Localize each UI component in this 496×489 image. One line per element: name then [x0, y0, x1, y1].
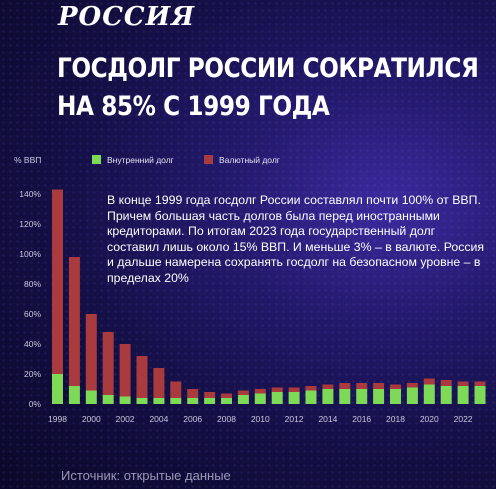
x-tick-label: 2018 [386, 414, 405, 424]
x-tick-label: 2010 [251, 414, 270, 424]
x-tick-label: 2016 [352, 414, 371, 424]
x-tick-label: 2006 [183, 414, 202, 424]
bar-domestic-1998 [52, 374, 63, 404]
legend: Внутренний долг Валютный долг [92, 155, 280, 165]
legend-swatch-foreign [204, 155, 213, 164]
y-tick-label: 80% [24, 279, 41, 289]
legend-label-domestic: Внутренний долг [107, 155, 174, 165]
y-tick-label: 120% [19, 219, 41, 229]
bar-domestic-2022 [457, 386, 469, 404]
x-tick-label: 2000 [82, 414, 101, 424]
y-tick-label: 40% [24, 339, 41, 349]
x-tick-label: 2002 [116, 414, 135, 424]
y-tick-label: 20% [24, 369, 41, 379]
source-note: Источник: открытые данные [61, 468, 231, 483]
bar-domestic-2016 [356, 389, 368, 404]
bar-domestic-2005 [170, 398, 182, 404]
bar-domestic-2006 [187, 398, 199, 404]
bar-foreign-2017 [373, 383, 385, 389]
bar-domestic-2009 [237, 395, 249, 404]
bar-domestic-2003 [136, 398, 148, 404]
bar-foreign-2003 [136, 356, 148, 398]
bar-foreign-2004 [153, 368, 165, 398]
bar-foreign-2019 [406, 383, 418, 388]
bar-foreign-1998 [52, 189, 63, 374]
bar-domestic-2013 [305, 390, 317, 404]
bar-domestic-2018 [390, 389, 401, 404]
bar-foreign-2021 [440, 380, 452, 386]
bar-domestic-2008 [221, 398, 232, 404]
x-tick-label: 2022 [454, 414, 473, 424]
bar-foreign-2022 [457, 381, 469, 386]
headline: ГОСДОЛГ РОССИИ СОКРАТИЛСЯ НА 85% С 1999 … [57, 50, 479, 126]
bar-foreign-2013 [305, 386, 317, 391]
bar-domestic-2007 [204, 398, 216, 404]
bar-domestic-2000 [85, 390, 97, 404]
bar-foreign-2001 [102, 332, 114, 395]
annotation-text: В конце 1999 года госдолг России составл… [107, 193, 485, 285]
y-tick-label: 0% [29, 399, 42, 409]
y-tick-label: 100% [19, 249, 41, 259]
bar-domestic-2023 [474, 386, 486, 404]
y-axis: 0% 20% 40% 60% 80% 100% 120% 140% [19, 189, 41, 409]
bar-foreign-2009 [237, 390, 249, 395]
bar-domestic-2019 [406, 387, 418, 404]
bar-foreign-2018 [390, 384, 401, 389]
x-tick-label: 2020 [420, 414, 439, 424]
bar-foreign-2008 [221, 393, 232, 398]
bar-foreign-2005 [170, 381, 182, 398]
bar-foreign-2015 [339, 383, 351, 389]
x-tick-label: 2008 [217, 414, 236, 424]
bar-foreign-2007 [204, 392, 216, 398]
headline-line-1: ГОСДОЛГ РОССИИ СОКРАТИЛСЯ [57, 53, 479, 84]
bar-foreign-2011 [271, 387, 283, 392]
legend-label-foreign: Валютный долг [219, 155, 280, 165]
bar-domestic-1999 [68, 386, 80, 404]
bar-foreign-2016 [356, 383, 368, 389]
bar-domestic-2004 [153, 398, 165, 404]
bar-foreign-2006 [187, 389, 199, 398]
bar-foreign-1999 [68, 257, 80, 386]
bar-domestic-2021 [440, 386, 452, 404]
bar-foreign-2020 [423, 378, 435, 385]
bar-domestic-2012 [288, 392, 300, 404]
bar-foreign-2023 [474, 381, 486, 386]
x-tick-label: 1998 [48, 414, 67, 424]
bar-domestic-2014 [322, 389, 334, 404]
headline-line-2: НА 85% С 1999 ГОДА [57, 91, 330, 122]
brand-logo: РОССИЯ [58, 2, 196, 32]
bar-foreign-2002 [119, 344, 131, 397]
y-tick-label: 140% [19, 189, 41, 199]
legend-swatch-domestic [92, 155, 101, 164]
y-axis-label: % ВВП [14, 155, 41, 165]
x-tick-label: 2014 [318, 414, 337, 424]
bar-foreign-2014 [322, 384, 334, 389]
bar-domestic-2020 [423, 384, 435, 404]
x-axis: 1998 2000 2002 2004 2006 2008 2010 2012 2014 2016… [48, 414, 473, 424]
bar-domestic-2017 [373, 389, 385, 404]
y-tick-label: 60% [24, 309, 41, 319]
bar-domestic-2010 [254, 393, 266, 404]
bar-foreign-2012 [288, 387, 300, 392]
bar-foreign-2000 [85, 314, 97, 391]
bars [52, 189, 486, 404]
x-tick-label: 2012 [285, 414, 304, 424]
bar-domestic-2011 [271, 392, 283, 404]
bar-domestic-2015 [339, 389, 351, 404]
x-tick-label: 2004 [149, 414, 168, 424]
bar-domestic-2001 [102, 395, 114, 404]
bar-foreign-2010 [254, 389, 266, 394]
bar-domestic-2002 [119, 396, 131, 404]
